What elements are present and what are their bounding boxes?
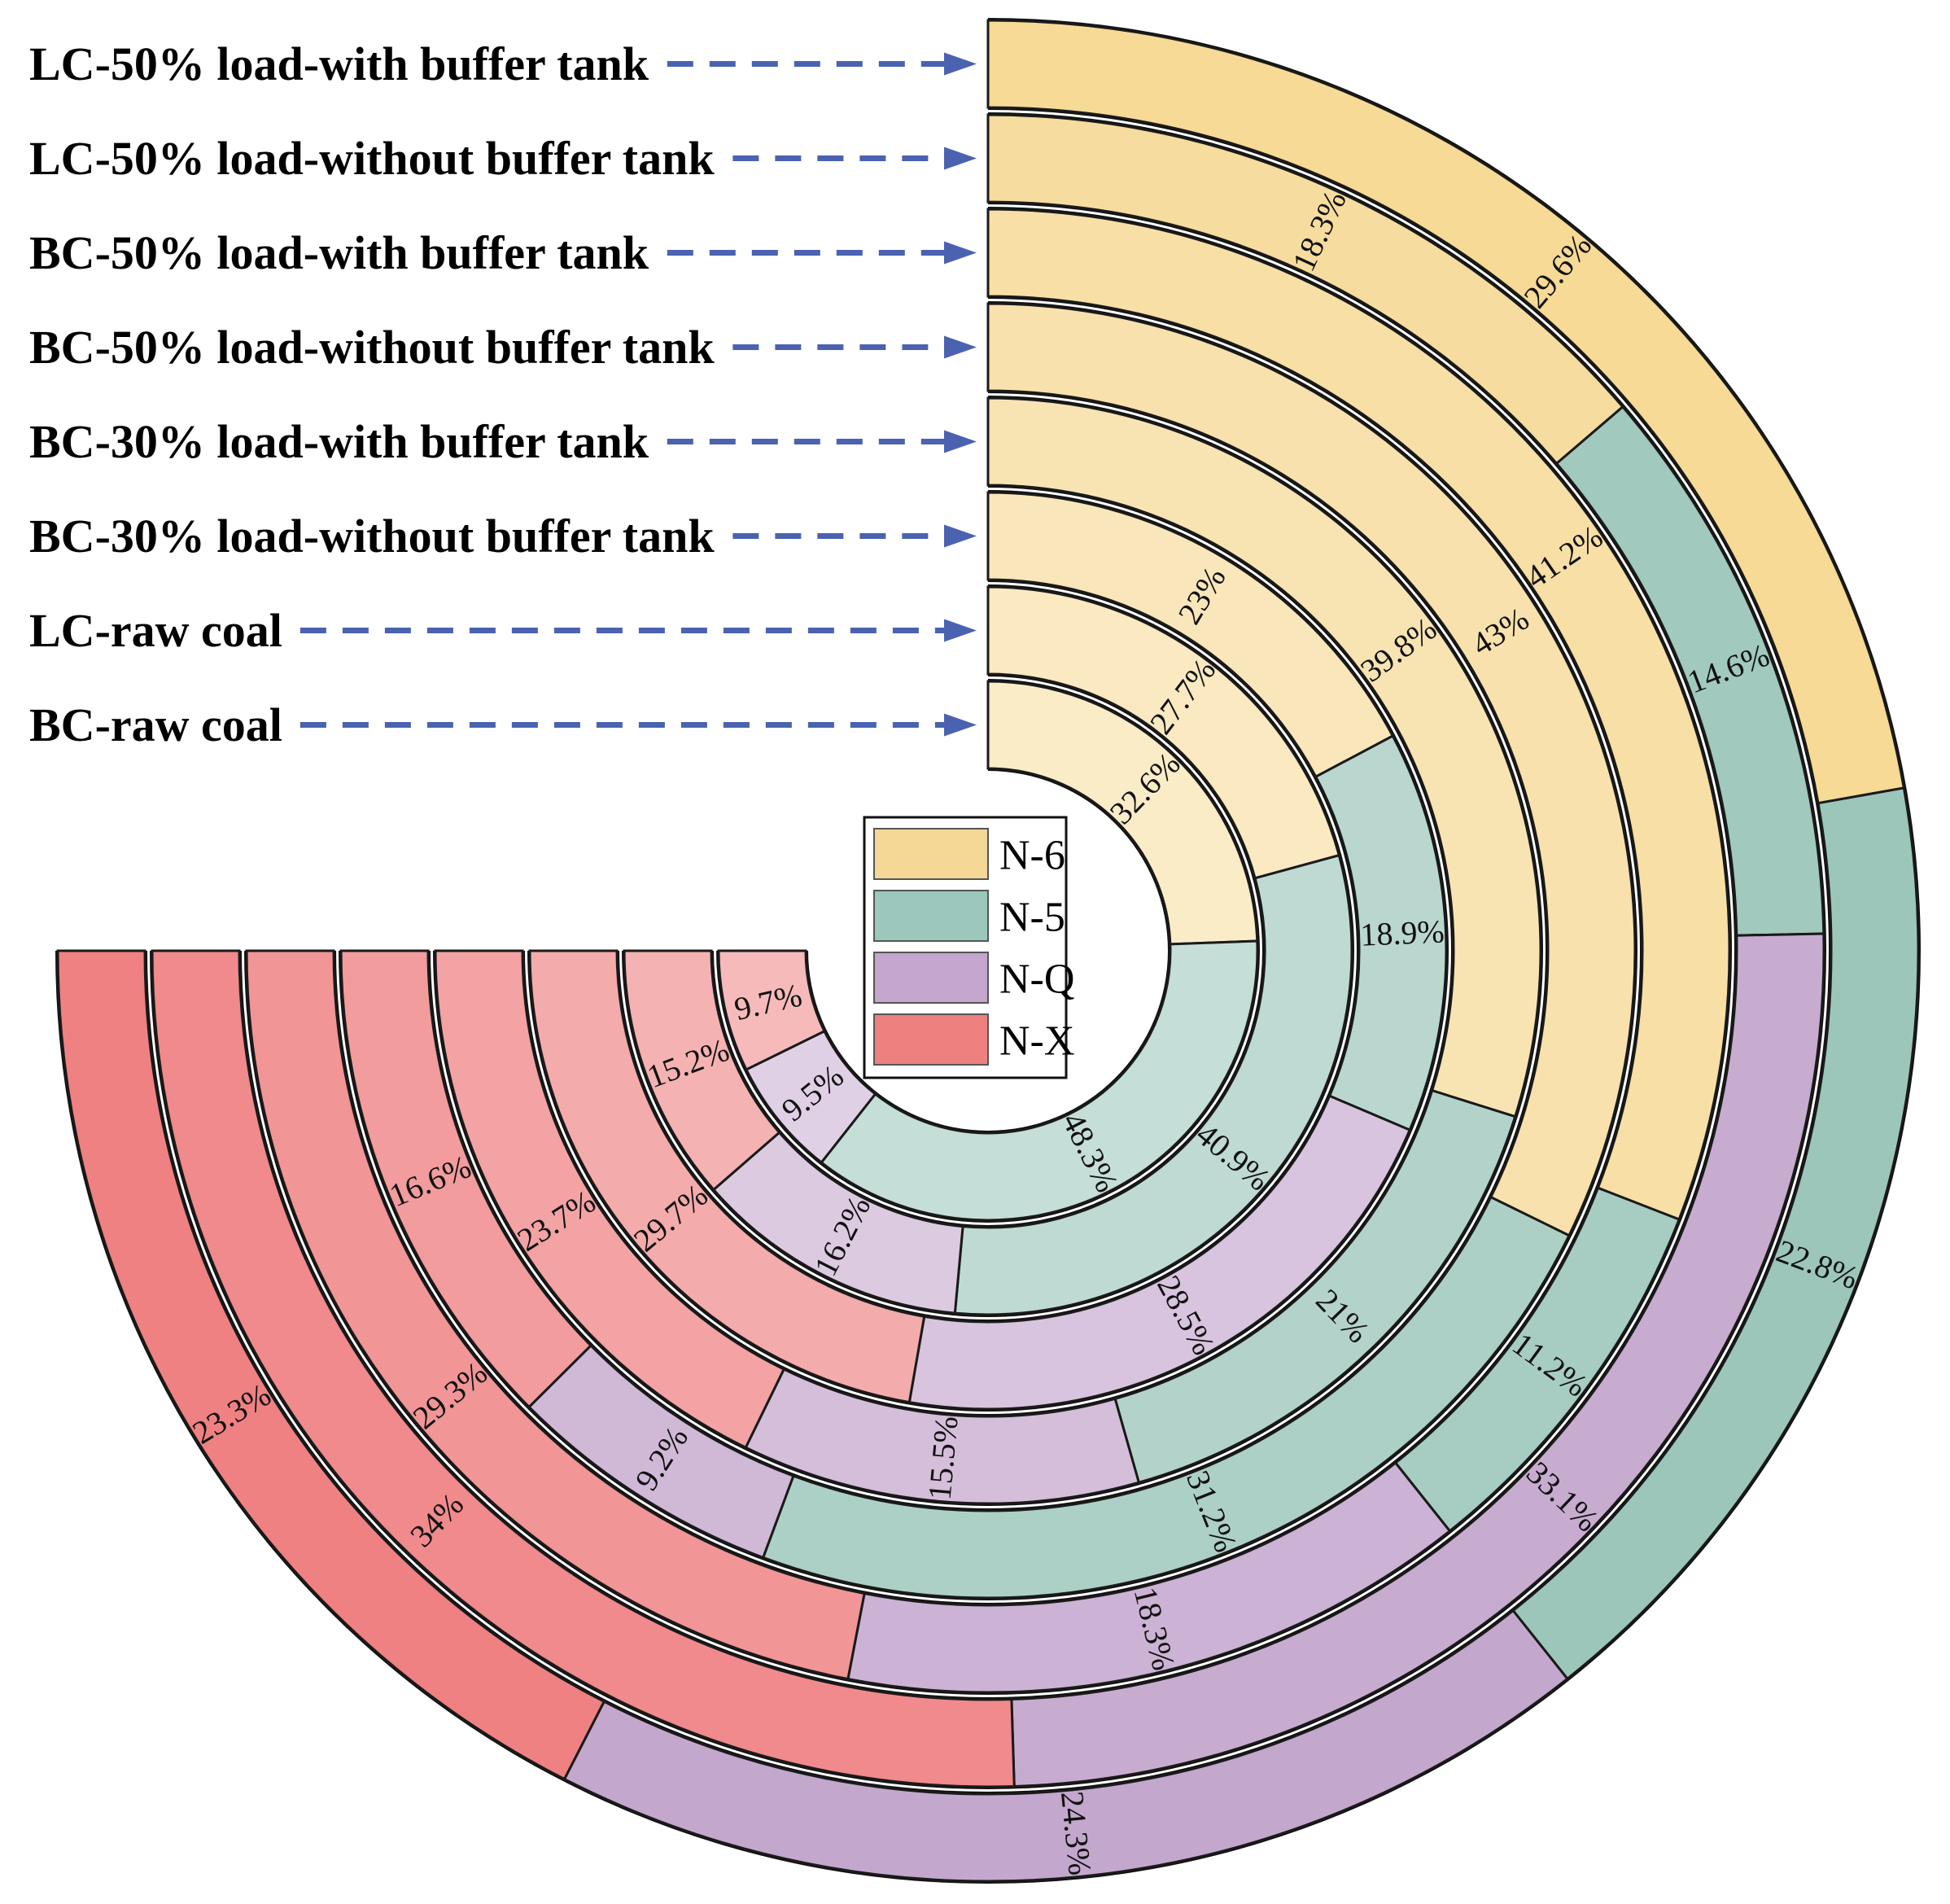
ring-6	[527, 490, 1449, 1412]
arrowhead-icon	[944, 713, 977, 737]
legend-label-n-x: N-X	[999, 1018, 1074, 1065]
row-labels-layer: LC-50% load-with buffer tank LC-50% load-…	[29, 37, 977, 751]
segment-n-x-ring-5	[434, 949, 786, 1450]
legend-swatch-n-x	[873, 1013, 989, 1066]
ring-1	[55, 18, 1921, 1884]
segment-n-x-ring-4	[339, 949, 593, 1409]
legend-label-n-6: N-6	[999, 833, 1065, 879]
legend-label-n-q: N-Q	[999, 956, 1074, 1003]
segment-n-6-ring-8	[986, 680, 1259, 946]
segment-n-5-ring-8	[820, 939, 1259, 1222]
ring-5	[433, 396, 1543, 1506]
arrowhead-icon	[944, 147, 977, 170]
segment-n-x-ring-7	[623, 949, 781, 1192]
segment-n-6-ring-7	[986, 585, 1341, 880]
legend-swatch-n-q	[873, 952, 989, 1004]
legend-swatch-n-5	[873, 890, 989, 942]
segment-n-6-ring-5	[986, 396, 1542, 1118]
arrowhead-icon	[944, 619, 977, 642]
ring-label: BC-50% load-with buffer tank	[29, 226, 649, 279]
ring-label: LC-50% load-with buffer tank	[29, 37, 649, 90]
legend-swatch-n-6	[873, 828, 989, 880]
rings-layer	[55, 18, 1921, 1884]
segment-n-x-ring-2	[151, 949, 1016, 1788]
segment-n-6-ring-4	[986, 302, 1637, 1237]
segment-label: 24.3%	[1054, 1789, 1099, 1876]
segment-label: 18.9%	[1359, 913, 1445, 952]
legend-label-n-5: N-5	[999, 895, 1065, 941]
ring-label: BC-30% load-without buffer tank	[29, 510, 715, 562]
segment-n-5-ring-7	[953, 853, 1353, 1316]
ring-8	[716, 679, 1260, 1223]
segment-n-x-ring-6	[528, 949, 926, 1404]
segment-n-x-ring-3	[245, 949, 866, 1681]
segment-label: 15.5%	[921, 1415, 965, 1502]
ring-label: LC-50% load-without buffer tank	[29, 132, 715, 185]
arrowhead-icon	[944, 52, 977, 76]
ring-4	[339, 301, 1637, 1600]
ring-2	[150, 112, 1826, 1789]
legend: N-6 N-5 N-Q N-X	[863, 816, 1074, 1079]
ring-label: LC-raw coal	[29, 604, 282, 657]
ring-7	[622, 584, 1354, 1317]
segment-n-x-ring-8	[717, 949, 826, 1071]
arrowhead-icon	[944, 430, 977, 453]
ring-3	[244, 207, 1732, 1695]
ring-label: BC-raw coal	[29, 698, 282, 751]
arrowhead-icon	[944, 241, 977, 265]
ring-label: BC-30% load-with buffer tank	[29, 415, 649, 468]
ring-label: BC-50% load-without buffer tank	[29, 321, 715, 374]
arrowhead-icon	[944, 335, 977, 359]
segment-n-6-ring-3	[986, 208, 1731, 1221]
segment-n-x-ring-1	[56, 949, 606, 1781]
arrowhead-icon	[944, 524, 977, 548]
